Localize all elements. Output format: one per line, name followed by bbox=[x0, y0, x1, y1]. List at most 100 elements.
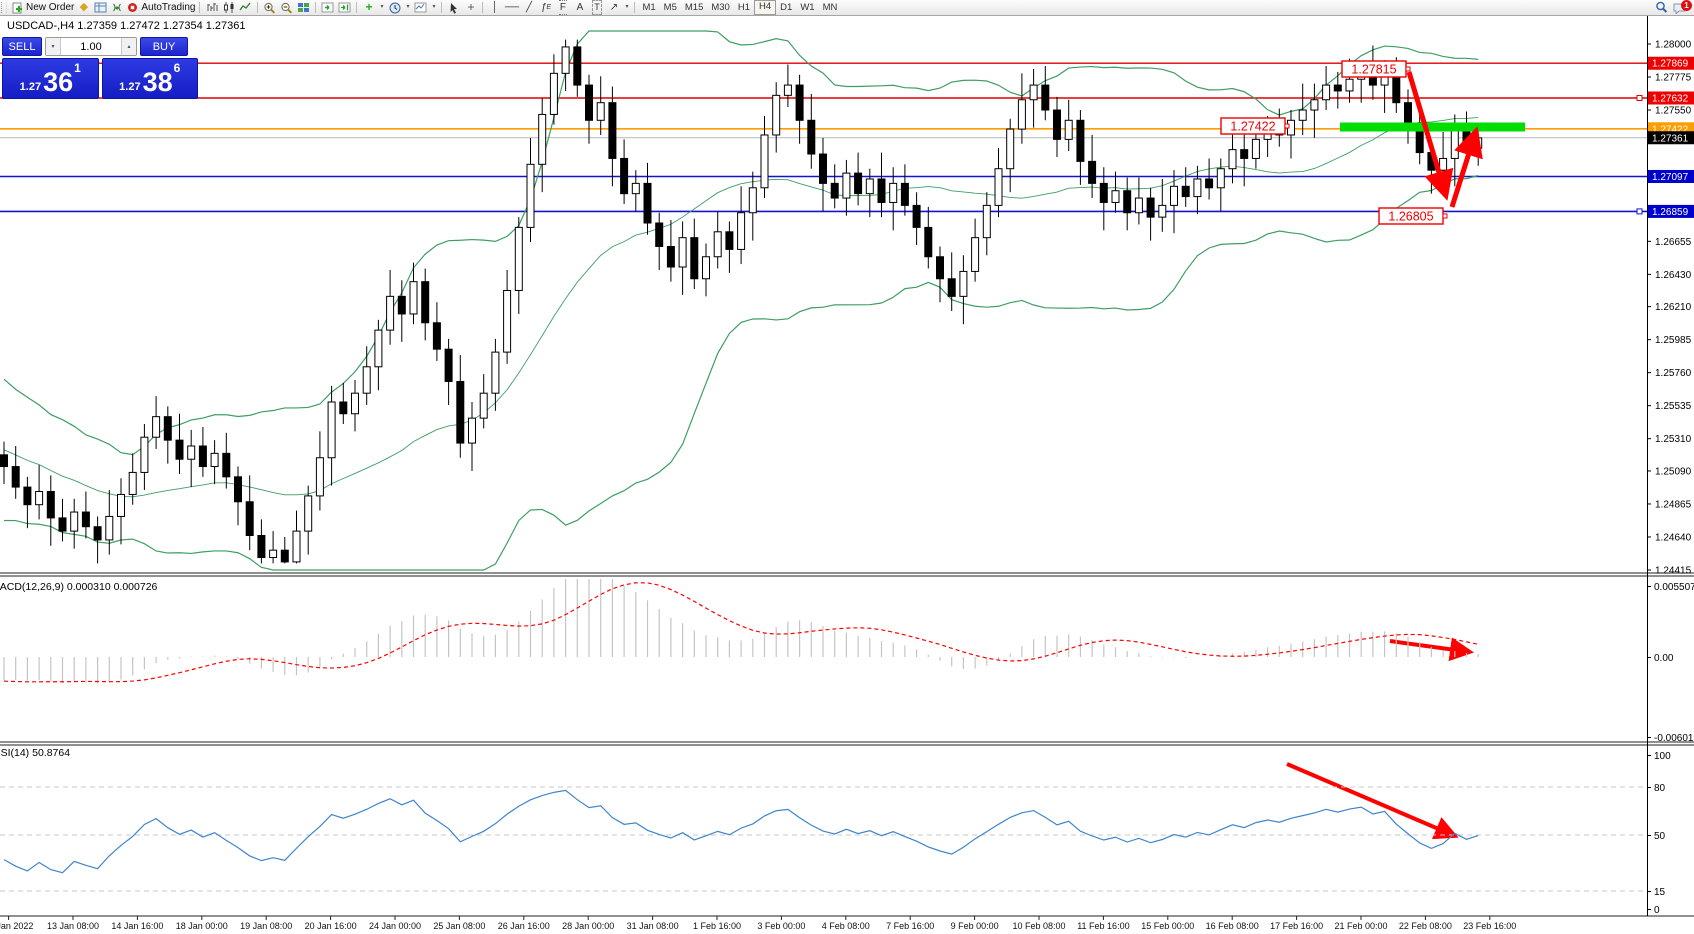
time-label: 9 Feb 00:00 bbox=[951, 921, 999, 931]
zoom-out-icon[interactable] bbox=[278, 1, 295, 14]
price-tick: 1.25090 bbox=[1655, 466, 1692, 477]
price-badge-text: 1.26859 bbox=[1652, 207, 1689, 218]
timeframe-w1[interactable]: W1 bbox=[800, 2, 815, 13]
periods-icon[interactable] bbox=[386, 1, 403, 14]
templates-dropdown-caret[interactable]: ▾ bbox=[432, 4, 436, 10]
bounce-up-arrow[interactable] bbox=[1449, 126, 1483, 208]
zoom-in-icon[interactable] bbox=[261, 1, 278, 14]
time-label: 28 Jan 00:00 bbox=[562, 921, 614, 931]
vertical-line-icon[interactable]: │ bbox=[491, 2, 499, 13]
time-label: 26 Jan 16:00 bbox=[498, 921, 550, 931]
impulse-down-arrow[interactable] bbox=[1406, 71, 1454, 201]
buy-button[interactable]: BUY bbox=[140, 37, 188, 56]
autotrading-label: AutoTrading bbox=[141, 2, 196, 13]
trendline-icon[interactable]: ╱ bbox=[525, 2, 532, 13]
time-label: 7 Feb 16:00 bbox=[886, 921, 934, 931]
rsi-panel bbox=[0, 786, 1647, 892]
horizontal-line-icon[interactable]: ── bbox=[504, 2, 520, 13]
candlestick-chart-icon[interactable] bbox=[220, 1, 237, 14]
price-tick: 1.24415 bbox=[1655, 565, 1692, 576]
rsi-line bbox=[3, 789, 1479, 874]
cursor-icon[interactable] bbox=[445, 1, 462, 14]
time-label: 14 Jan 16:00 bbox=[111, 921, 163, 931]
volume-input[interactable] bbox=[61, 38, 121, 55]
text-label-icon[interactable]: T bbox=[588, 0, 605, 15]
price-badge bbox=[1648, 131, 1694, 145]
green-support-zone[interactable] bbox=[1340, 122, 1525, 132]
ask-price-prefix: 1.27 bbox=[119, 81, 141, 93]
time-label: 31 Jan 08:00 bbox=[627, 921, 679, 931]
autotrading-button[interactable]: AutoTrading bbox=[126, 1, 196, 14]
time-label: 25 Jan 08:00 bbox=[433, 921, 485, 931]
price-badge bbox=[1648, 169, 1694, 183]
main-toolbar: New Order ◆ AutoTrading + ▾ ▾ ▾ + │ ── ╱… bbox=[0, 0, 1694, 16]
timeframe-h1[interactable]: H1 bbox=[737, 2, 750, 13]
timeframe-h4[interactable]: H4 bbox=[754, 0, 777, 15]
line-handle[interactable] bbox=[1636, 94, 1643, 101]
signals-icon[interactable] bbox=[109, 1, 126, 14]
time-label: 12 Jan 2022 bbox=[0, 921, 33, 931]
volume-decrease-button[interactable]: ▾ bbox=[46, 38, 61, 55]
price-badge bbox=[1648, 56, 1694, 70]
price-tick: 1.24865 bbox=[1655, 499, 1692, 510]
rsi-axis-tick: 0 bbox=[1654, 905, 1660, 916]
timeframe-m15[interactable]: M15 bbox=[684, 2, 704, 13]
chart-annotations[interactable]: 1.27815 1.27422 1.26805 bbox=[1220, 60, 1525, 840]
search-icon[interactable] bbox=[1653, 1, 1670, 14]
arrows-tool-icon[interactable]: ↗ bbox=[609, 2, 619, 13]
chart-profiles-icon[interactable]: ◆ bbox=[79, 1, 89, 13]
ask-price-box[interactable]: 1.27 38 6 bbox=[101, 58, 198, 99]
sell-button[interactable]: SELL bbox=[2, 37, 42, 56]
arrows-dropdown-caret[interactable]: ▾ bbox=[625, 4, 629, 10]
price-badge-text: 1.27869 bbox=[1652, 59, 1689, 70]
timeframe-m1[interactable]: M1 bbox=[642, 2, 656, 13]
timeframe-mn[interactable]: MN bbox=[822, 2, 838, 13]
time-label: 4 Feb 08:00 bbox=[822, 921, 870, 931]
time-label: 18 Jan 00:00 bbox=[176, 921, 228, 931]
crosshair-icon[interactable]: + bbox=[467, 0, 475, 14]
new-order-button[interactable]: New Order bbox=[10, 1, 75, 14]
time-label: 15 Feb 00:00 bbox=[1141, 921, 1194, 931]
templates-icon[interactable] bbox=[412, 1, 429, 14]
indicators-dropdown-caret[interactable]: ▾ bbox=[380, 4, 384, 10]
bid-price-prefix: 1.27 bbox=[19, 81, 42, 93]
timeframe-m30[interactable]: M30 bbox=[711, 2, 730, 13]
ask-price-sup: 6 bbox=[173, 61, 181, 75]
timeframe-m5[interactable]: M5 bbox=[663, 2, 677, 13]
notification-badge: 1 bbox=[1681, 0, 1692, 11]
rsi-axis-tick: 15 bbox=[1654, 887, 1666, 898]
toolbar-separator bbox=[199, 2, 201, 13]
bid-price-big: 36 bbox=[43, 67, 74, 97]
tile-windows-icon[interactable] bbox=[295, 1, 312, 14]
price-tick: 1.25985 bbox=[1655, 335, 1692, 346]
chart-shift-icon[interactable] bbox=[336, 1, 353, 14]
price-tick: 1.25310 bbox=[1655, 434, 1692, 445]
volume-increase-button[interactable]: ▴ bbox=[121, 38, 136, 55]
notifications-icon[interactable]: 1 bbox=[1670, 0, 1692, 14]
time-label: 21 Feb 00:00 bbox=[1334, 921, 1387, 931]
price-badge-text: 1.27097 bbox=[1652, 172, 1689, 183]
bar-chart-icon[interactable] bbox=[203, 1, 220, 14]
indicators-icon[interactable]: + bbox=[365, 0, 373, 14]
rsi-axis-tick: 80 bbox=[1654, 783, 1666, 794]
fibonacci-icon[interactable]: F bbox=[558, 0, 568, 15]
periods-dropdown-caret[interactable]: ▾ bbox=[406, 4, 410, 10]
time-axis: 12 Jan 2022 13 Jan 08:00 14 Jan 16:00 18 Ja… bbox=[0, 916, 1516, 931]
line-handle[interactable] bbox=[1636, 208, 1643, 215]
bid-price-box[interactable]: 1.27 36 1 bbox=[2, 58, 99, 99]
line-chart-icon[interactable] bbox=[237, 1, 254, 14]
toolbar-separator bbox=[634, 2, 636, 13]
toolbar-drag-handle[interactable] bbox=[1, 2, 7, 13]
auto-scroll-icon[interactable] bbox=[319, 1, 336, 14]
text-icon[interactable]: A bbox=[576, 2, 584, 13]
macd-down-arrow[interactable] bbox=[1389, 637, 1474, 662]
market-watch-icon[interactable] bbox=[92, 1, 109, 14]
axes-layer: 1.28000 1.27775 1.27550 1.26655 1.26430 1.262… bbox=[0, 15, 1694, 917]
time-label: 17 Feb 16:00 bbox=[1270, 921, 1323, 931]
macd-values: 0.000310 0.000726 bbox=[66, 581, 158, 593]
rsi-down-arrow[interactable] bbox=[1286, 762, 1459, 840]
timeframe-d1[interactable]: D1 bbox=[780, 2, 793, 13]
